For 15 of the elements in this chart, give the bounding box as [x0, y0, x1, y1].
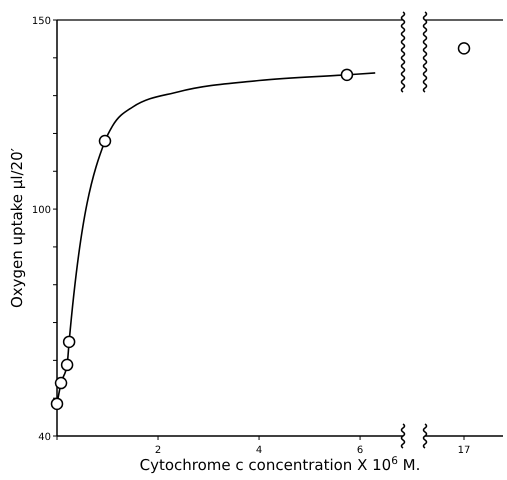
y-tick-label: 150 [32, 16, 51, 27]
point [340, 68, 354, 82]
x-tick-label: 6 [356, 445, 364, 456]
x-axis-title: Cytochrome c concentration X 10$^{6}$ M. [140, 455, 420, 474]
point [98, 134, 112, 148]
x-tick-label: 2 [154, 445, 162, 456]
y-tick-label: 100 [32, 205, 51, 216]
point [50, 398, 64, 410]
x-tick-label: 17 [458, 445, 470, 456]
point [60, 358, 74, 372]
x-tick-label: 4 [256, 445, 262, 456]
point [62, 336, 76, 348]
point [54, 376, 68, 390]
y-axis-title: Oxygen uptake µl/20′ [8, 147, 26, 308]
y-tick-label: 40 [38, 432, 51, 443]
